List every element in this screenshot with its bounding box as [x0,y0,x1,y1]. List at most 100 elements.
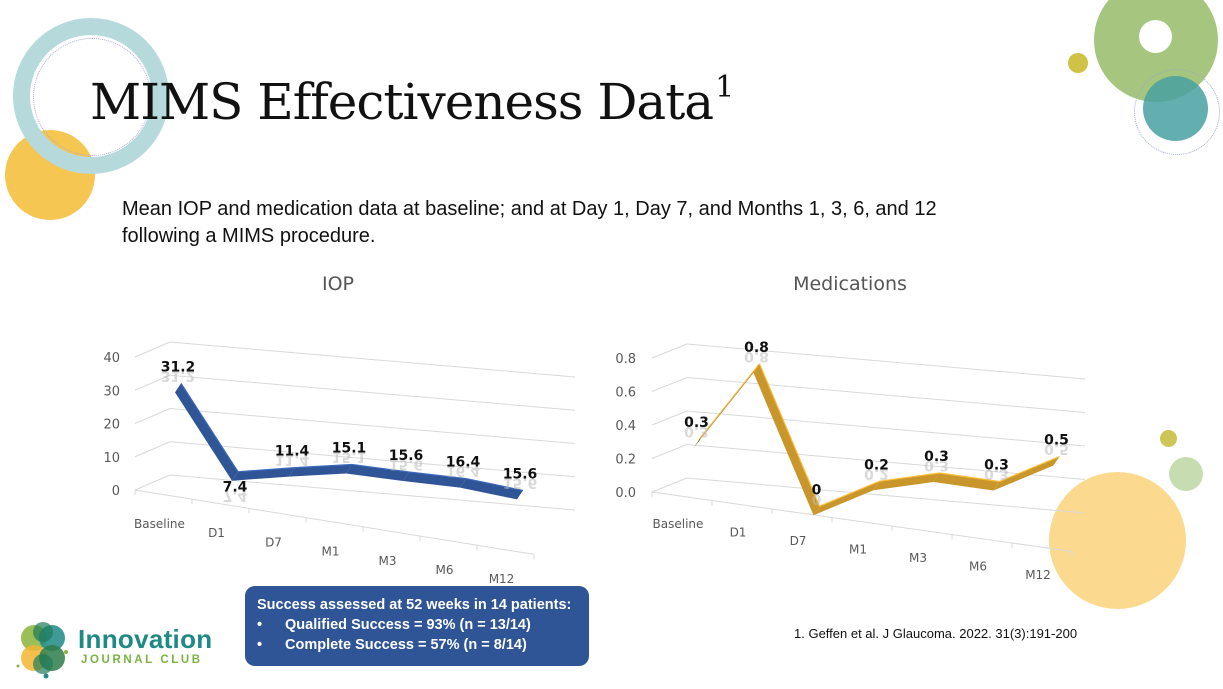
decorative-dot-olive-right [1160,430,1177,447]
slide-subtitle: Mean IOP and medication data at baseline… [122,196,1082,250]
decorative-circle-white [1139,20,1172,53]
series-segment-edge [939,472,1000,483]
gridline-side [134,374,171,391]
y-tick-label: 10 [103,451,120,466]
y-tick-label: 0 [112,484,120,499]
x-tick-label: Baseline [134,517,185,531]
logo-subtitle: JOURNAL CLUB [81,654,203,666]
series-segment [933,473,1000,491]
series-segment [232,467,295,481]
gridline [686,410,1086,447]
x-tick-label: M6 [969,560,987,574]
data-label-reflection: 16.4 [446,463,481,479]
gridline-side [134,408,171,424]
series-segment [753,363,820,516]
series-segment-edge [351,463,410,473]
y-tick-label: 0.4 [615,419,636,434]
gridline [169,341,576,378]
x-tick-label: M12 [489,572,515,586]
gridline-side [651,410,688,426]
data-label-reflection: 31.2 [161,367,196,383]
data-label: 0.3 [684,415,709,431]
series-segment-edge [294,463,353,469]
chart-title: Medications [793,273,907,295]
series-segment [403,472,466,488]
data-label: 0.3 [924,449,949,465]
data-label: 31.2 [161,359,196,375]
success-bullet-qualified: • Qualified Success = 93% (n = 13/14) [257,615,579,635]
data-label: 0.5 [1044,433,1069,449]
data-label: 11.4 [275,444,310,460]
data-label-reflection: 0.3 [924,457,949,473]
x-axis-line [134,489,535,555]
chart-title: IOP [322,273,354,295]
decorative-dotted-ring [33,38,151,156]
data-label-reflection: 0.5 [1044,441,1069,457]
data-label: 0 [812,482,822,498]
series-segment [873,473,940,491]
series-segment-edge [408,471,467,480]
data-label: 0.3 [984,458,1009,474]
x-tick-label: M12 [1025,568,1051,582]
logo-name: Innovation [78,624,213,654]
bullet-marker: • [257,637,263,653]
gridline-side [651,343,688,359]
x-tick-label: M1 [322,545,340,559]
bullet-text: Complete Success = 57% (n = 8/14) [285,637,527,653]
data-label: 15.1 [332,440,367,456]
y-tick-label: 0.8 [615,352,636,367]
gridline [686,343,1086,380]
success-heading: Success assessed at 52 weeks in 14 patie… [257,597,572,613]
data-label: 15.6 [503,466,538,482]
data-label-reflection: 0.3 [984,466,1009,482]
data-label: 16.4 [446,455,481,471]
x-tick-label: M3 [909,551,927,565]
y-tick-label: 0.0 [615,486,636,501]
decorative-dotted-ring-right [1134,69,1220,155]
x-tick-label: D1 [730,526,747,540]
data-label-reflection: 0 [812,490,822,506]
decorative-dot-green-right [1169,457,1203,491]
x-tick-label: M3 [379,554,397,568]
subtitle-line-1: Mean IOP and medication data at baseline… [122,198,937,220]
x-tick-label: M6 [436,563,454,577]
success-bullet-complete: • Complete Success = 57% (n = 8/14) [257,635,579,655]
series-segment-edge [879,472,940,482]
data-label-reflection: 15.6 [503,474,538,490]
gridline [169,374,576,411]
gridline-side [134,441,171,458]
x-tick-label: Baseline [653,517,704,531]
innovation-logo-icon [16,622,68,679]
gridline-side [134,474,171,491]
data-label-reflection: 0.3 [684,423,709,439]
gridline-side [134,341,171,358]
subtitle-line-2: following a MIMS procedure. [122,225,376,247]
data-label: 0.2 [864,457,889,473]
data-label-reflection: 11.4 [275,452,310,468]
series-segment [813,481,880,516]
data-label-reflection: 0.2 [864,465,889,481]
slide-title: MIMS Effectiveness Data1 [90,70,734,131]
series-segment-edge [180,383,239,473]
bullet-text: Qualified Success = 93% (n = 13/14) [285,617,531,633]
x-tick-label: D1 [208,526,225,540]
data-label: 7.4 [223,480,248,496]
gridline [686,477,1086,514]
gridline-side [651,477,688,493]
gridline-side [651,377,688,392]
gridline-side [651,444,688,459]
gridline [169,441,576,478]
x-tick-label: D7 [265,535,282,549]
y-tick-label: 0.2 [615,453,636,468]
y-tick-label: 30 [103,384,120,399]
x-axis-line [651,491,1073,552]
series-segment-edge [819,480,880,507]
y-tick-label: 20 [103,418,120,433]
gridline [686,377,1086,413]
y-tick-label: 0.6 [615,386,636,401]
decorative-dot-olive [1068,53,1088,73]
data-label-reflection: 15.1 [332,448,367,464]
data-label-reflection: 15.6 [389,456,424,472]
series-segment [993,456,1060,491]
